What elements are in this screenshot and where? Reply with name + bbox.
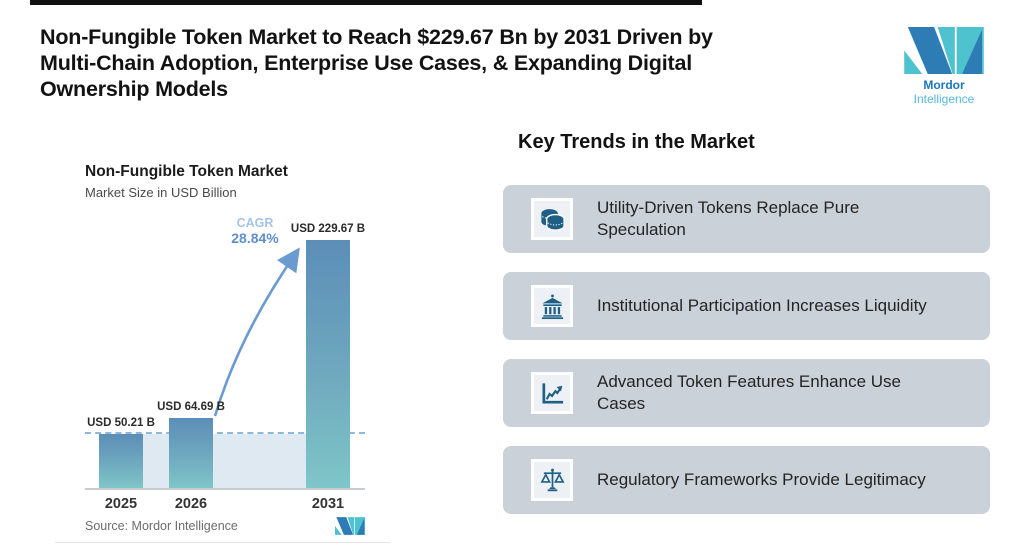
- cagr-annotation: CAGR 28.84%: [213, 216, 297, 246]
- bar-value-label: USD 229.67 B: [290, 223, 366, 235]
- line-chart-icon: [531, 372, 573, 414]
- source-text: Source: Mordor Intelligence: [85, 519, 238, 533]
- page-title-line: Non-Fungible Token Market to Reach $229.…: [40, 25, 713, 49]
- bar-2025: [99, 434, 143, 488]
- bar-2031: [306, 240, 350, 488]
- x-axis-label: 2026: [174, 496, 208, 512]
- page-title-line: Multi-Chain Adoption, Enterprise Use Cas…: [40, 51, 692, 75]
- logo-wordmark: Mordor Intelligence: [894, 78, 994, 106]
- bar-2026: [169, 418, 213, 488]
- dashed-reference-line: [85, 432, 365, 434]
- trend-card-label: Institutional Participation Increases Li…: [597, 296, 927, 316]
- bar-value-label: USD 50.21 B: [87, 417, 155, 429]
- bank-icon: [531, 285, 573, 327]
- bar-value-label: USD 64.69 B: [157, 401, 225, 413]
- mordor-logo-mini-icon: [335, 517, 365, 535]
- bottom-divider: [55, 542, 390, 543]
- x-axis-line: [85, 488, 365, 490]
- trend-card-label: Regulatory Frameworks Provide Legitimacy: [597, 470, 926, 490]
- trend-cards: Utility-Driven Tokens Replace Pure Specu…: [503, 185, 990, 514]
- coins-icon: [531, 198, 573, 240]
- source-row: Source: Mordor Intelligence: [85, 517, 365, 535]
- x-axis-label: 2025: [104, 496, 138, 512]
- logo-text-mordor: Mordor: [923, 78, 965, 92]
- trend-card-institutional: Institutional Participation Increases Li…: [503, 272, 990, 340]
- mordor-intelligence-logo: Mordor Intelligence: [894, 27, 994, 106]
- cagr-value: 28.84%: [231, 230, 279, 247]
- scales-icon: [531, 459, 573, 501]
- key-trends-heading: Key Trends in the Market: [518, 131, 755, 153]
- cagr-label: CAGR: [236, 216, 274, 230]
- trend-card-label: Advanced Token Features Enhance Use Case…: [597, 372, 901, 413]
- trend-card-regulatory: Regulatory Frameworks Provide Legitimacy: [503, 446, 990, 514]
- trend-card-token-features: Advanced Token Features Enhance Use Case…: [503, 359, 990, 427]
- growth-arrow-icon: [213, 247, 300, 417]
- top-accent-bar: [30, 0, 702, 5]
- key-trends-panel: Key Trends in the Market Utility-Driv: [503, 131, 990, 514]
- mordor-logo-icon: [904, 27, 984, 74]
- plot-area: CAGR 28.84% USD 50.21 B 2025 USD 64.69 B 20…: [85, 216, 366, 512]
- chart-title: Non-Fungible Token Market: [85, 163, 288, 180]
- chart-subtitle: Market Size in USD Billion: [85, 185, 237, 200]
- trend-card-label: Utility-Driven Tokens Replace Pure Specu…: [597, 198, 860, 239]
- page-title: Non-Fungible Token Market to Reach $229.…: [40, 24, 713, 102]
- x-axis-label: 2031: [311, 496, 345, 512]
- page-title-line: Ownership Models: [40, 77, 228, 101]
- trend-card-utility-tokens: Utility-Driven Tokens Replace Pure Specu…: [503, 185, 990, 253]
- logo-text-intelligence: Intelligence: [913, 92, 975, 106]
